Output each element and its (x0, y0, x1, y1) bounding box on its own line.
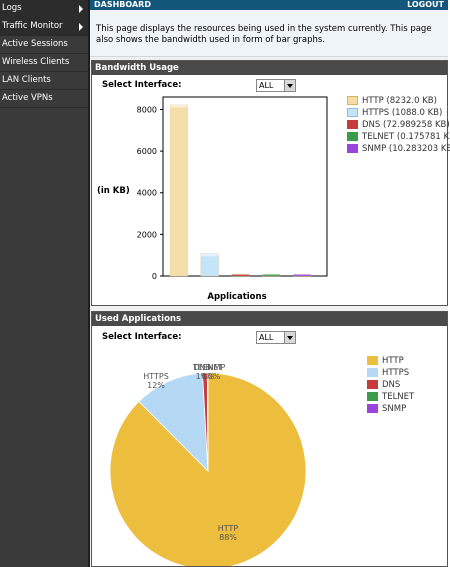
main-content: DASHBOARD LOGOUT This page displays the … (90, 0, 450, 567)
legend-swatch (367, 392, 378, 401)
legend-swatch (347, 144, 358, 153)
pie-label-pct: 88% (219, 533, 237, 542)
bar-https (200, 253, 219, 277)
sidebar-item-lan-clients[interactable]: LAN Clients (0, 72, 88, 90)
pie-slice-snmp (206, 372, 209, 472)
pie-label-name: SNMP (203, 363, 226, 372)
interface-select-value: ALL (259, 81, 274, 90)
page-description: This page displays the resources being u… (90, 10, 448, 57)
chevron-down-icon (284, 332, 295, 343)
legend-item: HTTPS (367, 368, 409, 378)
legend-swatch (367, 404, 378, 413)
legend-swatch (367, 380, 378, 389)
chevron-down-icon (284, 80, 295, 91)
bar-highlight (200, 253, 219, 257)
pie-label-pct: 12% (147, 381, 165, 390)
sidebar-item-label: Wireless Clients (2, 57, 70, 67)
legend-item: TELNET (0.175781 KB) (347, 132, 450, 142)
bar-y-axis-label: (in KB) (97, 186, 130, 196)
bar-dns (231, 274, 250, 277)
sidebar-item-active-vpns[interactable]: Active VPNs (0, 90, 88, 108)
pie-slice-https (138, 372, 209, 473)
legend-swatch (347, 108, 358, 117)
select-interface-label: Select Interface: (102, 80, 182, 90)
bar-y-tick-label: 6000 (137, 147, 157, 156)
legend-label: TELNET (0.175781 KB) (362, 132, 450, 142)
bandwidth-panel-title: Bandwidth Usage (92, 61, 447, 75)
chevron-right-icon (79, 23, 83, 31)
legend-label: SNMP (382, 404, 407, 414)
legend-item: HTTP (8232.0 KB) (347, 96, 437, 106)
bandwidth-usage-panel: Bandwidth Usage Select Interface: ALL 0 2… (91, 60, 450, 306)
legend-swatch (367, 368, 378, 377)
sidebar-divider (88, 0, 90, 567)
applications-panel-title: Used Applications (92, 312, 447, 326)
legend-label: TELNET (382, 392, 415, 402)
pie-label-name: DNS (193, 363, 210, 372)
bar-plot-area (162, 96, 328, 277)
pie-label-name: TELNET (192, 363, 223, 372)
sidebar-item-label: Active Sessions (2, 39, 68, 49)
bar-http (169, 104, 188, 277)
legend-item: TELNET (367, 392, 414, 402)
sidebar-item-wireless-clients[interactable]: Wireless Clients (0, 54, 88, 72)
legend-item: DNS (72.989258 KB) (347, 120, 450, 130)
legend-label: DNS (382, 380, 401, 390)
legend-swatch (347, 96, 358, 105)
pie-label-name: HTTP (218, 524, 239, 533)
legend-item: SNMP (10.283203 KB) (347, 144, 450, 154)
sidebar-item-active-sessions[interactable]: Active Sessions (0, 36, 88, 54)
legend-item: HTTPS (1088.0 KB) (347, 108, 442, 118)
legend-swatch (347, 132, 358, 141)
pie-label-pct: 1% (196, 372, 209, 381)
legend-label: DNS (72.989258 KB) (362, 120, 450, 130)
sidebar-item-logs[interactable]: Logs (0, 0, 88, 18)
legend-swatch (347, 120, 358, 129)
legend-label: HTTPS (1088.0 KB) (362, 108, 443, 118)
legend-label: HTTP (382, 356, 404, 366)
legend-label: HTTP (8232.0 KB) (362, 96, 437, 106)
bar-highlight (170, 104, 188, 108)
bar-y-tick-label: 4000 (137, 189, 157, 198)
bar-y-tick-label: 0 (152, 272, 157, 281)
sidebar-item-traffic-monitor[interactable]: Traffic Monitor (0, 18, 88, 36)
pie-label-pct: 0% (202, 372, 215, 381)
top-bar: DASHBOARD LOGOUT (90, 0, 448, 10)
bar-x-axis-label: Applications (207, 292, 266, 302)
sidebar-item-label: LAN Clients (2, 75, 51, 85)
bar-telnet (262, 274, 281, 277)
bar-y-tick-label: 8000 (137, 105, 157, 114)
sidebar-item-label: Traffic Monitor (2, 21, 63, 31)
sidebar-item-label: Active VPNs (2, 93, 53, 103)
interface-select[interactable]: ALL (256, 79, 296, 92)
page-title: DASHBOARD (94, 0, 151, 9)
legend-swatch (367, 356, 378, 365)
bar-snmp (293, 274, 312, 277)
interface-select[interactable]: ALL (256, 331, 296, 344)
legend-item: HTTP (367, 356, 404, 366)
used-applications-panel: Used Applications Select Interface: ALL … (91, 311, 448, 567)
pie-label-name: HTTPS (143, 372, 169, 381)
bandwidth-bar-chart: 0 2000 4000 6000 8000 (in KB) Applications (97, 96, 328, 302)
select-interface-label: Select Interface: (102, 332, 182, 342)
legend-label: SNMP (10.283203 KB) (362, 144, 450, 154)
interface-select-value: ALL (259, 333, 274, 342)
chevron-right-icon (79, 5, 83, 13)
pie-label-pct: 0% (208, 372, 221, 381)
legend-item: DNS (367, 380, 400, 390)
logout-link[interactable]: LOGOUT (407, 0, 444, 9)
bar-y-tick-label: 2000 (137, 230, 157, 239)
legend-item: SNMP (367, 404, 406, 414)
legend-label: HTTPS (382, 368, 410, 378)
sidebar: Logs Traffic Monitor Active Sessions Wir… (0, 0, 88, 567)
sidebar-item-label: Logs (2, 3, 22, 13)
